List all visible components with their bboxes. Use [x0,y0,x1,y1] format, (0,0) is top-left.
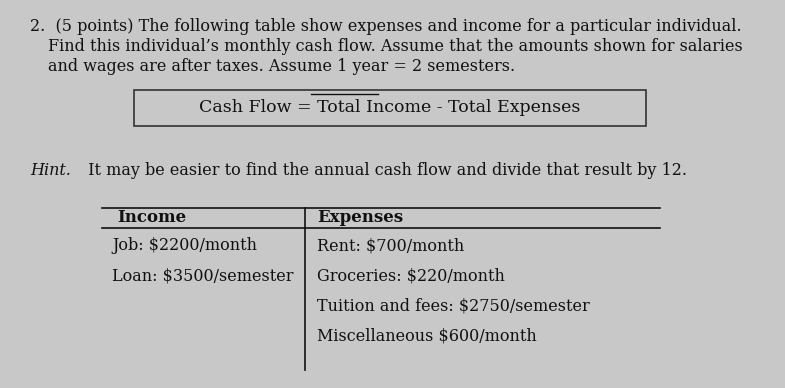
Text: 2.  (5 points) The following table show expenses and income for a particular ind: 2. (5 points) The following table show e… [30,18,742,35]
Text: Find this individual’s monthly cash flow. Assume that the amounts shown for sala: Find this individual’s monthly cash flow… [48,38,743,55]
Text: Expenses: Expenses [317,210,403,227]
Text: and wages are after taxes. Assume 1 year = 2 semesters.: and wages are after taxes. Assume 1 year… [48,58,515,75]
Text: It may be easier to find the annual cash flow and divide that result by 12.: It may be easier to find the annual cash… [82,162,687,179]
Text: Job: $2200/month: Job: $2200/month [112,237,257,255]
Text: Tuition and fees: $2750/semester: Tuition and fees: $2750/semester [317,298,590,315]
Text: Rent: $700/month: Rent: $700/month [317,237,464,255]
Text: Miscellaneous $600/month: Miscellaneous $600/month [317,327,537,345]
Bar [133,90,646,126]
Text: Groceries: $220/month: Groceries: $220/month [317,267,505,284]
Text: Hint.: Hint. [30,162,71,179]
Text: Cash Flow = Total Income - Total Expenses: Cash Flow = Total Income - Total Expense… [199,99,581,116]
Text: Loan: $3500/semester: Loan: $3500/semester [112,267,294,284]
Text: Income: Income [117,210,186,227]
